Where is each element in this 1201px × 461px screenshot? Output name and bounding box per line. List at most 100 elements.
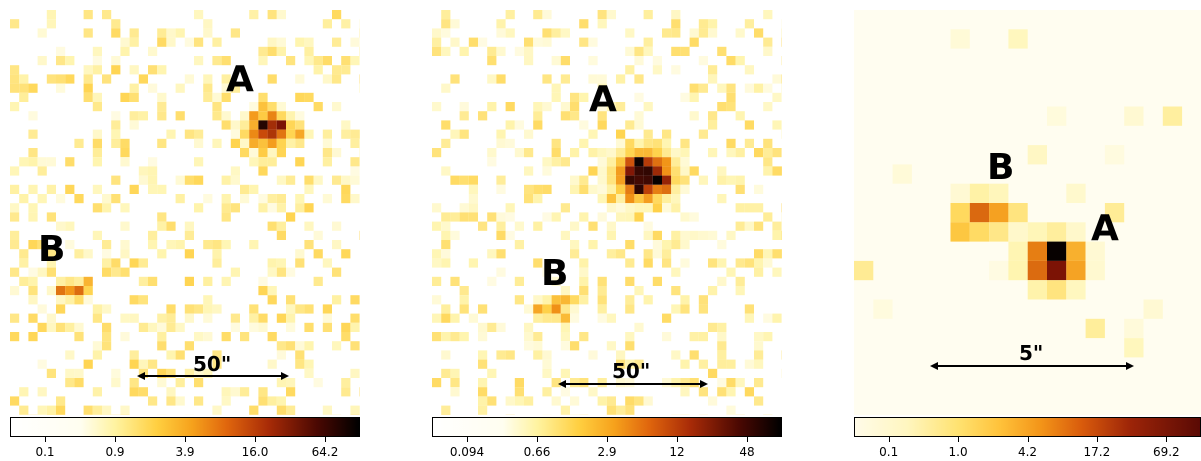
pixel <box>249 313 259 323</box>
source-label-a: A <box>1091 208 1119 249</box>
pixel <box>698 230 708 240</box>
pixel <box>102 341 112 351</box>
pixel <box>662 166 672 176</box>
pixel <box>744 19 754 29</box>
pixel <box>221 111 231 121</box>
colorbar-tick <box>888 437 890 442</box>
pixel <box>478 111 488 121</box>
pixel <box>459 304 469 314</box>
pixel <box>579 378 589 388</box>
pixel <box>616 212 626 222</box>
pixel <box>643 157 653 167</box>
pixel <box>606 166 616 176</box>
pixel <box>1085 318 1105 339</box>
pixel <box>341 332 351 342</box>
pixel <box>129 313 139 323</box>
pixel <box>267 396 277 406</box>
pixel <box>634 396 644 406</box>
pixel <box>120 37 130 47</box>
pixel <box>212 138 222 148</box>
colorbar-tick-label: 12 <box>669 445 685 459</box>
pixel <box>1104 145 1125 165</box>
pixel <box>487 74 497 84</box>
pixel <box>487 102 497 112</box>
pixel <box>120 46 130 56</box>
pixel <box>671 378 681 388</box>
pixel <box>542 102 552 112</box>
pixel <box>37 387 47 397</box>
pixel <box>322 258 332 268</box>
pixel <box>295 203 305 213</box>
pixel <box>432 28 442 38</box>
pixel <box>450 175 460 185</box>
pixel <box>744 83 754 93</box>
pixel <box>698 175 708 185</box>
pixel <box>120 203 130 213</box>
pixel <box>468 175 478 185</box>
pixel <box>597 304 607 314</box>
pixel <box>625 396 635 406</box>
pixel <box>313 175 323 185</box>
pixel <box>203 92 213 102</box>
pixel <box>717 332 727 342</box>
pixel <box>148 396 158 406</box>
pixel <box>166 240 176 250</box>
pixel <box>65 74 75 84</box>
pixel <box>969 183 990 203</box>
pixel <box>950 222 970 242</box>
pixel <box>671 203 681 213</box>
pixel <box>194 378 204 388</box>
pixel <box>680 184 690 194</box>
pixel <box>625 65 635 75</box>
pixel <box>478 304 488 314</box>
pixel <box>74 295 84 305</box>
pixel <box>597 184 607 194</box>
pixel <box>579 37 589 47</box>
pixel <box>19 258 29 268</box>
pixel <box>37 194 47 204</box>
pixel <box>111 120 121 130</box>
pixel <box>111 267 121 277</box>
pixel <box>432 221 442 231</box>
pixel <box>350 405 360 415</box>
pixel <box>662 184 672 194</box>
pixel <box>689 28 699 38</box>
pixel <box>551 157 561 167</box>
panel-1: A B 50" 0.1 0.9 3.9 16.0 64.2 <box>0 0 380 461</box>
pixel <box>588 56 598 66</box>
pixel <box>505 396 515 406</box>
pixel <box>643 295 653 305</box>
pixel <box>652 203 662 213</box>
pixel <box>478 396 488 406</box>
pixel <box>230 166 240 176</box>
pixel <box>1085 260 1105 281</box>
pixel <box>588 387 598 397</box>
pixel <box>102 10 112 20</box>
pixel <box>249 322 259 332</box>
pixel <box>432 295 442 305</box>
pixel <box>680 166 690 176</box>
pixel <box>744 120 754 130</box>
pixel <box>221 56 231 66</box>
pixel <box>772 221 782 231</box>
pixel <box>120 92 130 102</box>
pixel <box>450 37 460 47</box>
pixel <box>276 203 286 213</box>
pixel <box>570 295 580 305</box>
pixel <box>148 184 158 194</box>
pixel <box>625 166 635 176</box>
pixel <box>524 396 534 406</box>
pixel <box>249 138 259 148</box>
pixel <box>120 240 130 250</box>
colorbar-tick-label: 0.094 <box>449 445 485 459</box>
pixel <box>680 295 690 305</box>
pixel <box>671 166 681 176</box>
pixel <box>129 359 139 369</box>
pixel <box>763 157 773 167</box>
pixel <box>551 304 561 314</box>
pixel <box>754 148 764 158</box>
pixel <box>102 332 112 342</box>
pixel <box>671 28 681 38</box>
pixel <box>671 148 681 158</box>
pixel <box>322 304 332 314</box>
